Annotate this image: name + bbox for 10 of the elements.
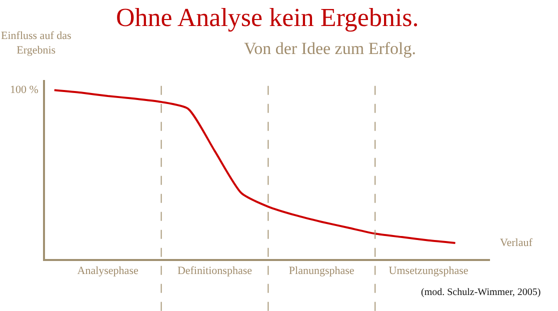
x-tick-label: Umsetzungsphase xyxy=(388,265,468,278)
x-tick-label: Analysephase xyxy=(77,265,138,278)
x-tick-label: Planungsphase xyxy=(288,265,354,278)
x-tick-label: Definitionsphase xyxy=(177,265,252,278)
text: 100 % xyxy=(10,84,38,96)
y-axis-title: Einfluss auf das Ergebnis xyxy=(1,30,72,56)
chart-subtitle: Von der Idee zum Erfolg. xyxy=(244,39,416,58)
chart-title: Ohne Analyse kein Ergebnis. xyxy=(116,3,419,32)
text: (mod. Schulz-Wimmer, 2005) xyxy=(421,287,541,298)
x-axis-title: Verlauf xyxy=(500,237,533,249)
